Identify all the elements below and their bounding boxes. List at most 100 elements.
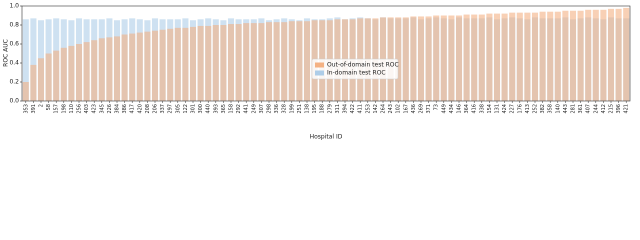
bar xyxy=(113,36,121,101)
bar xyxy=(37,58,45,101)
bar xyxy=(577,10,584,101)
bar xyxy=(303,21,311,102)
bar xyxy=(455,15,463,101)
bar xyxy=(569,10,577,101)
bar xyxy=(478,14,485,101)
x-tick-label: 403 xyxy=(84,104,90,114)
bar xyxy=(68,45,75,101)
x-tick-label: 413 xyxy=(525,104,531,114)
x-tick-label: 253 xyxy=(365,104,371,114)
x-tick-label: 138 xyxy=(305,104,311,114)
legend-label: Out-of-domain test ROC xyxy=(327,62,399,69)
bar xyxy=(425,16,432,102)
x-tick-label: 195 xyxy=(312,104,318,114)
x-tick-label: 382 xyxy=(540,104,546,114)
x-tick-label: 396 xyxy=(616,104,622,114)
chart: ROC AUC Hospital ID 0.0 0.2 0.4 0.6 0.8 1.0 35… xyxy=(3,3,631,141)
x-tick-label: 391 xyxy=(31,104,37,114)
x-tick-label: 365 xyxy=(221,104,227,114)
x-tick-label: 424 xyxy=(502,104,508,114)
x-tick-label: 199 xyxy=(289,104,295,114)
x-tick-label: 251 xyxy=(297,104,303,114)
bar xyxy=(220,25,227,101)
x-tick-label: 208 xyxy=(145,104,151,114)
bar xyxy=(91,40,98,101)
bar xyxy=(501,13,508,102)
x-tick-label: 226 xyxy=(107,104,113,114)
bar xyxy=(493,13,501,102)
x-tick-label: 264 xyxy=(381,104,387,114)
x-tick-label: 146 xyxy=(457,104,463,114)
x-tick-label: 353 xyxy=(23,104,29,114)
bar xyxy=(22,82,29,101)
x-tick-label: 394 xyxy=(343,104,349,114)
bar xyxy=(144,31,151,101)
x-tick-label: 407 xyxy=(586,104,592,114)
x-tick-label: 122 xyxy=(183,104,189,114)
bar xyxy=(159,29,166,101)
bar xyxy=(45,53,52,101)
bar xyxy=(227,24,235,101)
x-tick-label: 440 xyxy=(206,104,212,114)
x-tick-label: 311 xyxy=(335,104,341,114)
y-tick-label: 0.8 xyxy=(9,22,19,29)
x-tick-label: 269 xyxy=(419,104,425,114)
x-tick-label: 411 xyxy=(358,104,364,114)
bar xyxy=(539,11,546,102)
x-tick-label: 336 xyxy=(274,104,280,114)
x-tick-label: 249 xyxy=(251,104,257,114)
x-tick-label: 292 xyxy=(236,104,242,114)
x-tick-label: 73 xyxy=(434,104,440,110)
bar xyxy=(243,23,250,102)
bar xyxy=(607,8,615,102)
x-tick-label: 297 xyxy=(168,104,174,114)
x-tick-label: 364 xyxy=(464,104,470,114)
legend-swatch xyxy=(315,62,324,68)
y-tick-label: 0.0 xyxy=(9,98,19,105)
x-tick-label: 206 xyxy=(153,104,159,114)
bar xyxy=(463,14,470,101)
x-tick-label: 423 xyxy=(92,104,98,114)
bar xyxy=(30,64,37,101)
bar xyxy=(83,42,90,101)
y-tick-label: 0.6 xyxy=(9,41,19,48)
bar xyxy=(509,12,516,101)
y-tick-label: 0.2 xyxy=(9,79,19,86)
bar xyxy=(524,12,531,101)
x-tick-label: 345 xyxy=(99,104,105,114)
bar xyxy=(212,25,219,101)
x-tick-label: 157 xyxy=(54,104,60,114)
x-tick-label: 154 xyxy=(487,104,493,114)
x-tick-label: 227 xyxy=(510,104,516,114)
x-tick-label: 215 xyxy=(609,104,615,114)
y-tick-label: 0.4 xyxy=(9,60,19,67)
bar xyxy=(547,11,554,102)
bar xyxy=(623,7,630,101)
x-tick-label: 416 xyxy=(472,104,478,114)
x-tick-label: 2 xyxy=(39,104,45,107)
x-tick-label: 393 xyxy=(213,104,219,114)
x-tick-label: 328 xyxy=(282,104,288,114)
x-tick-label: 298 xyxy=(267,104,273,114)
x-tick-label: 142 xyxy=(373,104,379,114)
bar xyxy=(288,21,295,102)
x-axis-label: Hospital ID xyxy=(310,134,343,141)
x-tick-label: 417 xyxy=(130,104,136,114)
x-tick-label: 301 xyxy=(191,104,197,114)
bar xyxy=(250,23,257,102)
bar xyxy=(615,8,622,102)
x-tick-label: 361 xyxy=(578,104,584,114)
bar xyxy=(189,26,197,101)
bar xyxy=(471,14,478,101)
x-tick-label: 358 xyxy=(548,104,554,114)
bar xyxy=(205,25,212,102)
y-axis-label: ROC AUC xyxy=(3,39,10,67)
x-tick-label: 449 xyxy=(441,104,447,114)
x-tick-label: 256 xyxy=(77,104,83,114)
x-tick-label: 371 xyxy=(426,104,432,114)
bar xyxy=(417,16,425,102)
x-tick-label: 244 xyxy=(593,104,599,114)
bar xyxy=(448,15,455,101)
bar xyxy=(265,22,273,101)
legend-swatch xyxy=(315,70,324,76)
